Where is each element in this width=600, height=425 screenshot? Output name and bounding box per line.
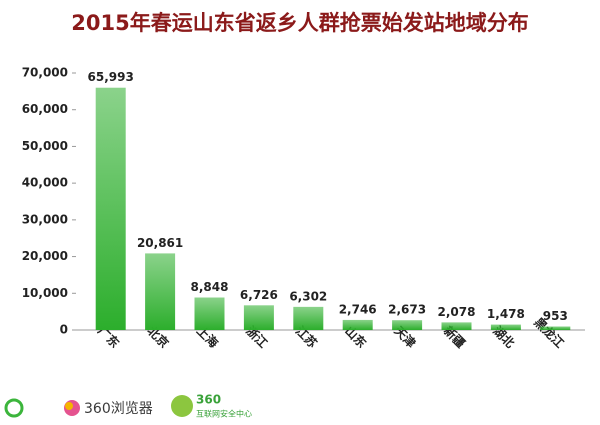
- logo-text: 360: [196, 393, 221, 407]
- y-tick-label: 70,000: [22, 66, 68, 80]
- value-label: 2,673: [388, 303, 426, 317]
- y-tick-label: 20,000: [22, 249, 68, 263]
- logo-icon: [171, 395, 193, 417]
- bar: [342, 319, 373, 330]
- logo-security: 360 互联网安全中心: [171, 393, 252, 419]
- bar: [441, 322, 472, 330]
- logo-text: 互联网安全中心: [196, 409, 252, 419]
- value-label: 953: [543, 309, 568, 323]
- bar: [293, 306, 324, 330]
- y-tick-label: 60,000: [22, 102, 68, 116]
- y-tick-label: 10,000: [22, 286, 68, 300]
- value-label: 6,726: [240, 288, 278, 302]
- value-label: 8,848: [191, 280, 229, 294]
- logo-text: 360浏览器: [84, 401, 153, 417]
- logo-icon: [4, 398, 24, 418]
- y-tick-label: 30,000: [22, 212, 68, 226]
- bar: [490, 324, 521, 330]
- bar: [392, 320, 423, 330]
- y-tick-label: 50,000: [22, 139, 68, 153]
- bar: [243, 305, 274, 330]
- bar: [540, 326, 571, 330]
- value-label: 2,746: [339, 302, 377, 316]
- value-label: 6,302: [289, 289, 327, 303]
- chart-title: 2015年春运山东省返乡人群抢票始发站地域分布: [71, 11, 528, 35]
- value-label: 1,478: [487, 307, 525, 321]
- y-tick-label: 40,000: [22, 176, 68, 190]
- bar: [145, 253, 176, 330]
- value-label: 2,078: [438, 305, 476, 319]
- bar: [194, 297, 225, 330]
- value-label: 20,861: [137, 236, 183, 250]
- logo-icon: [65, 402, 73, 410]
- y-tick-label: 0: [60, 323, 68, 337]
- logo-browser: 360浏览器: [4, 398, 153, 418]
- bar: [95, 87, 126, 330]
- value-label: 65,993: [88, 70, 134, 84]
